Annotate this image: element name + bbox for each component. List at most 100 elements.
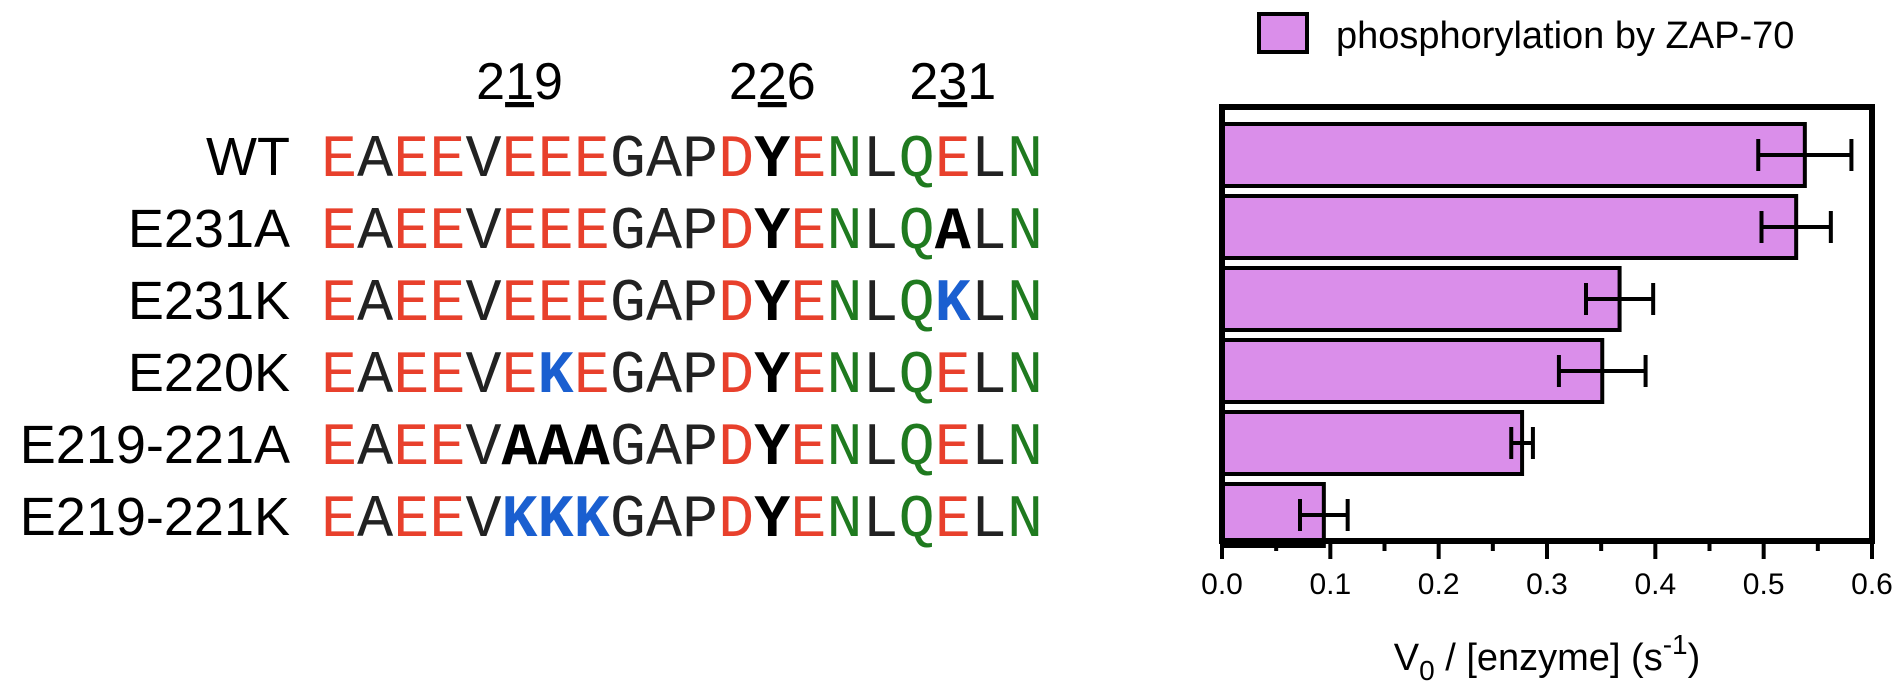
- bar-e231a: [1220, 194, 1799, 260]
- error-bar-e219-221a: [1509, 427, 1535, 459]
- residue: E: [790, 343, 826, 411]
- error-bar-e231k: [1584, 283, 1656, 315]
- residue: E: [790, 487, 826, 555]
- residue: N: [1007, 199, 1043, 267]
- residue: A: [357, 127, 393, 195]
- residue: E: [502, 199, 538, 267]
- residue: D: [718, 415, 754, 483]
- residue: N: [1007, 487, 1043, 555]
- residue: L: [863, 415, 899, 483]
- residue: D: [718, 199, 754, 267]
- residue: P: [682, 343, 718, 411]
- residue: N: [826, 199, 862, 267]
- residue: G: [610, 271, 646, 339]
- residue: K: [935, 271, 971, 339]
- residue: N: [1007, 271, 1043, 339]
- residue: G: [610, 199, 646, 267]
- residue: E: [321, 487, 357, 555]
- peptide-sequences: E A E E V E E E G A P D Y E N L Q E L NE A E E V E E E G A P D Y E N L Q A L N…: [321, 127, 1043, 555]
- residue: E: [321, 343, 357, 411]
- residue: K: [502, 487, 538, 555]
- error-bars: [1298, 139, 1854, 531]
- bar-e219-221a: [1220, 410, 1525, 476]
- residue: Y: [754, 199, 790, 267]
- residue: N: [826, 127, 862, 195]
- residue: A: [502, 415, 538, 483]
- residue: Q: [899, 271, 935, 339]
- residue: D: [718, 127, 754, 195]
- residue: A: [646, 343, 682, 411]
- residue: E: [790, 199, 826, 267]
- residue: G: [610, 487, 646, 555]
- x-tick-label: 0.4: [1634, 568, 1676, 601]
- residue: A: [935, 199, 971, 267]
- row-label-wt: WT: [206, 127, 290, 187]
- bar-e220k: [1220, 338, 1605, 404]
- row-label-e220k: E220K: [128, 343, 290, 403]
- residue: L: [863, 271, 899, 339]
- residue: E: [790, 271, 826, 339]
- residue: L: [863, 343, 899, 411]
- residue: E: [538, 199, 574, 267]
- error-bar-e231a: [1759, 211, 1833, 243]
- residue: L: [971, 199, 1007, 267]
- residue: Q: [899, 487, 935, 555]
- residue: E: [393, 127, 429, 195]
- residue: E: [429, 487, 465, 555]
- residue: E: [935, 343, 971, 411]
- residue: V: [465, 343, 501, 411]
- residue: L: [971, 415, 1007, 483]
- residue: Q: [899, 127, 935, 195]
- residue: E: [574, 271, 610, 339]
- residue: N: [1007, 343, 1043, 411]
- x-axis-title-sup: -1: [1663, 629, 1688, 660]
- residue: D: [718, 487, 754, 555]
- residue: E: [502, 343, 538, 411]
- row-label-e231k: E231K: [128, 271, 290, 331]
- residue: E: [393, 487, 429, 555]
- bar-series: [1220, 122, 1807, 548]
- row-label-e231a: E231A: [128, 199, 290, 259]
- residue: K: [538, 343, 574, 411]
- residue: Y: [754, 127, 790, 195]
- residue: V: [465, 271, 501, 339]
- residue: K: [538, 487, 574, 555]
- residue: Y: [754, 271, 790, 339]
- error-bar-e220k: [1556, 355, 1648, 387]
- residue: A: [574, 415, 610, 483]
- residue: L: [863, 199, 899, 267]
- x-axis-title-sub: 0: [1419, 655, 1435, 686]
- x-axis-title-mid: / [enzyme] (s: [1435, 637, 1663, 679]
- residue: E: [321, 271, 357, 339]
- residue: A: [357, 415, 393, 483]
- residue: A: [357, 343, 393, 411]
- residue: E: [538, 271, 574, 339]
- x-tick-label: 0.6: [1851, 568, 1893, 601]
- row-labels: WT E231A E231K E220K E219-221A E219-221K: [20, 127, 290, 547]
- residue: P: [682, 487, 718, 555]
- residue: D: [718, 271, 754, 339]
- residue: E: [502, 127, 538, 195]
- residue: N: [1007, 415, 1043, 483]
- position-number: 231: [909, 53, 996, 111]
- residue: Q: [899, 199, 935, 267]
- residue: A: [538, 415, 574, 483]
- legend: phosphorylation by ZAP-70: [1257, 12, 1794, 57]
- residue-position-numbers: 219 226 231: [476, 53, 996, 111]
- residue: L: [971, 487, 1007, 555]
- residue: N: [826, 487, 862, 555]
- residue: E: [321, 127, 357, 195]
- residue: N: [826, 271, 862, 339]
- residue: G: [610, 343, 646, 411]
- residue: A: [357, 271, 393, 339]
- residue: G: [610, 415, 646, 483]
- residue: E: [393, 415, 429, 483]
- residue: A: [646, 199, 682, 267]
- residue: E: [393, 199, 429, 267]
- residue: Q: [899, 343, 935, 411]
- residue: A: [646, 271, 682, 339]
